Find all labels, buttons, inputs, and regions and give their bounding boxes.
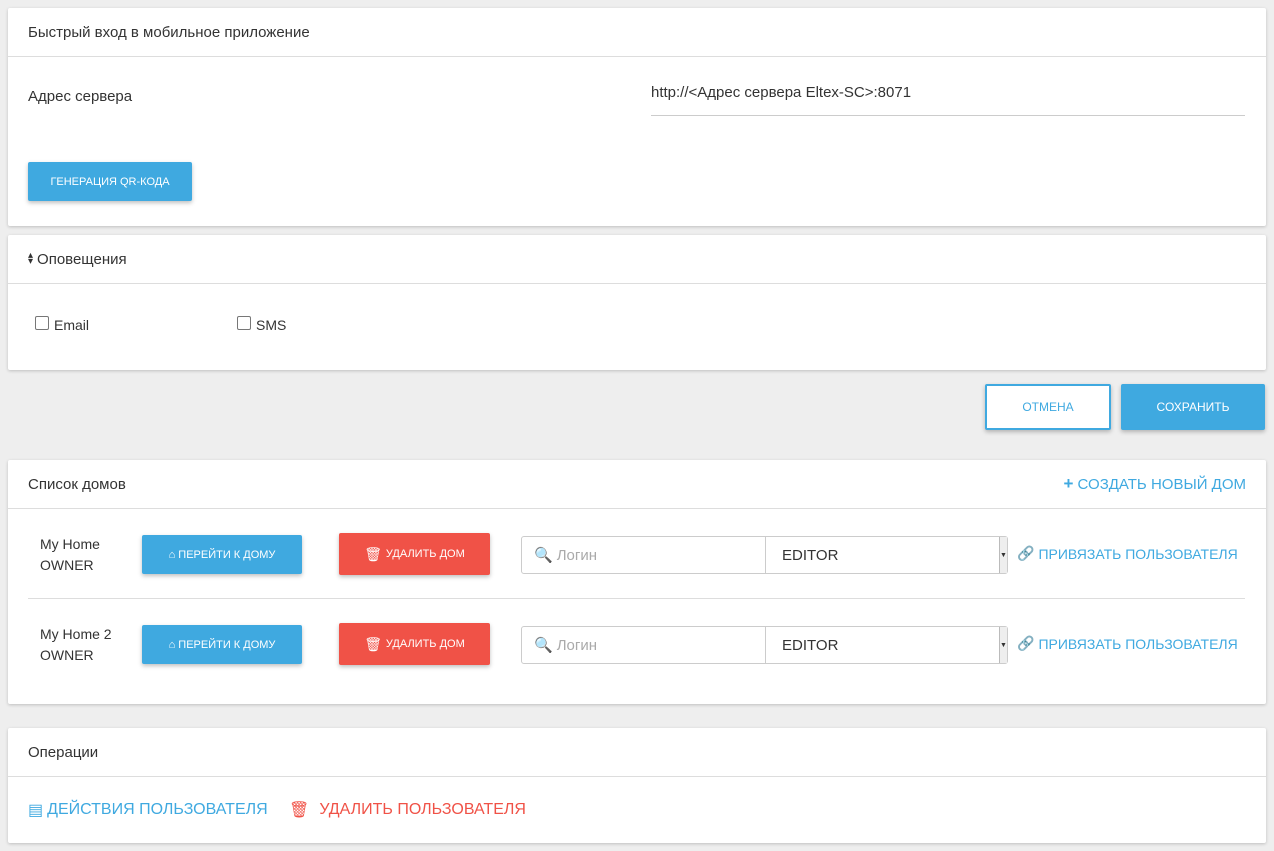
save-button[interactable]: СОХРАНИТЬ xyxy=(1121,384,1265,430)
quick-login-card: Быстрый вход в мобильное приложение Адре… xyxy=(8,8,1266,226)
delete-label: УДАЛИТЬ ДОМ xyxy=(385,638,465,650)
go-to-house-button[interactable]: ⌂ ПЕРЕЙТИ К ДОМУ xyxy=(142,535,302,574)
delete-label: УДАЛИТЬ ДОМ xyxy=(385,548,465,560)
create-house-link[interactable]: + СОЗДАТЬ НОВЫЙ ДОМ xyxy=(1063,474,1246,494)
bind-user-link[interactable]: 🔗 ПРИВЯЗАТЬ ПОЛЬЗОВАТЕЛЯ xyxy=(1017,635,1238,652)
house-name: My Home 2 xyxy=(40,626,112,642)
qr-generate-button[interactable]: ГЕНЕРАЦИЯ QR-КОДА xyxy=(28,162,192,201)
house-row: My Home OWNER ⌂ ПЕРЕЙТИ К ДОМУ 🗑 УДАЛИТЬ … xyxy=(8,510,1266,598)
role-value: EDITOR xyxy=(782,546,839,564)
house-role: OWNER xyxy=(40,647,94,663)
server-label: Адрес сервера xyxy=(28,88,133,105)
operations-card: Операции ▤ ДЕЙСТВИЯ ПОЛЬЗОВАТЕЛЯ 🗑 УДАЛИТЬ… xyxy=(8,728,1266,843)
card-title: Быстрый вход в мобильное приложение xyxy=(8,8,1266,57)
go-label: ПЕРЕЙТИ К ДОМУ xyxy=(178,548,276,561)
go-to-house-button[interactable]: ⌂ ПЕРЕЙТИ К ДОМУ xyxy=(142,625,302,664)
login-placeholder: Логин xyxy=(556,636,598,654)
house-row: My Home 2 OWNER ⌂ ПЕРЕЙТИ К ДОМУ 🗑 УДАЛИТ… xyxy=(8,600,1266,688)
bind-user-link[interactable]: 🔗 ПРИВЯЗАТЬ ПОЛЬЗОВАТЕЛЯ xyxy=(1017,545,1238,562)
user-actions-label: ДЕЙСТВИЯ ПОЛЬЗОВАТЕЛЯ xyxy=(47,801,268,818)
bind-label: ПРИВЯЗАТЬ ПОЛЬЗОВАТЕЛЯ xyxy=(1038,635,1238,652)
email-checkbox[interactable] xyxy=(35,316,49,330)
link-icon: 🔗 xyxy=(1017,635,1035,651)
role-select[interactable]: EDITOR ▼ xyxy=(766,627,1007,663)
caret-down-icon: ▼ xyxy=(999,627,1007,663)
role-select[interactable]: EDITOR ▼ xyxy=(766,537,1007,573)
file-icon: ▤ xyxy=(28,802,44,819)
trash-icon: 🗑 xyxy=(364,635,386,652)
bind-user-group: 🔍 Логин EDITOR ▼ xyxy=(521,626,1008,664)
sms-label: SMS xyxy=(256,317,287,333)
login-input[interactable]: 🔍 Логин xyxy=(522,537,766,573)
link-icon: 🔗 xyxy=(1017,545,1035,561)
search-icon: 🔍 xyxy=(534,637,553,654)
login-input[interactable]: 🔍 Логин xyxy=(522,627,766,663)
card-title: Список домов xyxy=(28,475,126,493)
trash-icon: 🗑 xyxy=(289,802,310,819)
email-label: Email xyxy=(54,317,90,333)
row-divider xyxy=(28,598,1245,599)
sms-checkbox[interactable] xyxy=(237,316,251,330)
role-value: EDITOR xyxy=(782,636,839,654)
house-name: My Home xyxy=(40,536,100,552)
delete-user-label: УДАЛИТЬ ПОЛЬЗОВАТЕЛЯ xyxy=(319,801,526,818)
plus-icon: + xyxy=(1063,474,1074,493)
delete-house-button[interactable]: 🗑 УДАЛИТЬ ДОМ xyxy=(339,533,490,575)
delete-house-button[interactable]: 🗑 УДАЛИТЬ ДОМ xyxy=(339,623,490,665)
bind-label: ПРИВЯЗАТЬ ПОЛЬЗОВАТЕЛЯ xyxy=(1038,545,1238,562)
create-house-label: СОЗДАТЬ НОВЫЙ ДОМ xyxy=(1077,476,1246,493)
user-actions-link[interactable]: ▤ ДЕЙСТВИЯ ПОЛЬЗОВАТЕЛЯ xyxy=(28,800,268,820)
notifications-card: ▴ ▾ Оповещения Email SMS xyxy=(8,235,1266,370)
login-placeholder: Логин xyxy=(556,546,598,564)
houses-card: Список домов + СОЗДАТЬ НОВЫЙ ДОМ My Home… xyxy=(8,460,1266,704)
bind-user-group: 🔍 Логин EDITOR ▼ xyxy=(521,536,1008,574)
caret-down-icon: ▼ xyxy=(999,537,1007,573)
house-role: OWNER xyxy=(40,557,94,573)
notifications-header[interactable]: ▴ ▾ Оповещения xyxy=(8,235,1266,284)
go-label: ПЕРЕЙТИ К ДОМУ xyxy=(178,638,276,651)
sort-icon: ▴ ▾ xyxy=(28,250,34,267)
trash-icon: 🗑 xyxy=(364,545,386,562)
search-icon: 🔍 xyxy=(534,547,553,564)
card-title: Операции xyxy=(8,728,1266,777)
home-icon: ⌂ xyxy=(168,638,179,651)
server-address-input[interactable]: http://<Адрес сервера Eltex-SC>:8071 xyxy=(651,84,1245,116)
card-title: Оповещения xyxy=(37,250,127,268)
home-icon: ⌂ xyxy=(168,548,179,561)
delete-user-link[interactable]: 🗑 УДАЛИТЬ ПОЛЬЗОВАТЕЛЯ xyxy=(289,800,526,820)
cancel-button[interactable]: ОТМЕНА xyxy=(985,384,1111,430)
